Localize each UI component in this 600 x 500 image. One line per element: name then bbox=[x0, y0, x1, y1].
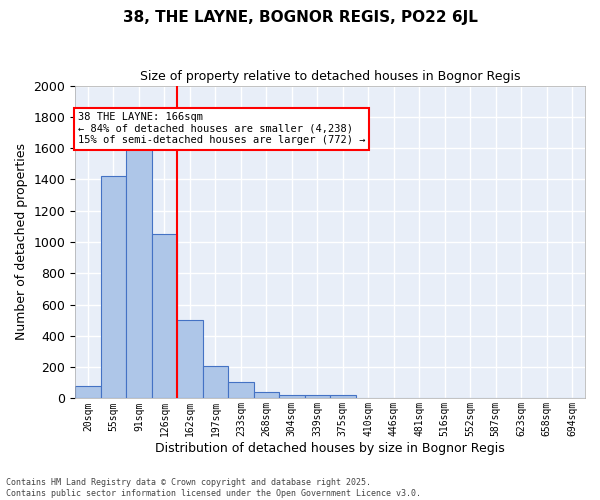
X-axis label: Distribution of detached houses by size in Bognor Regis: Distribution of detached houses by size … bbox=[155, 442, 505, 455]
Bar bbox=[254, 392, 279, 398]
Bar bbox=[279, 394, 305, 398]
Text: Contains HM Land Registry data © Crown copyright and database right 2025.
Contai: Contains HM Land Registry data © Crown c… bbox=[6, 478, 421, 498]
Bar bbox=[203, 366, 228, 398]
Text: 38 THE LAYNE: 166sqm
← 84% of detached houses are smaller (4,238)
15% of semi-de: 38 THE LAYNE: 166sqm ← 84% of detached h… bbox=[78, 112, 365, 146]
Bar bbox=[152, 234, 177, 398]
Y-axis label: Number of detached properties: Number of detached properties bbox=[15, 144, 28, 340]
Bar bbox=[228, 382, 254, 398]
Text: 38, THE LAYNE, BOGNOR REGIS, PO22 6JL: 38, THE LAYNE, BOGNOR REGIS, PO22 6JL bbox=[122, 10, 478, 25]
Bar bbox=[101, 176, 126, 398]
Bar bbox=[75, 386, 101, 398]
Bar bbox=[330, 396, 356, 398]
Bar bbox=[177, 320, 203, 398]
Bar bbox=[305, 396, 330, 398]
Bar bbox=[126, 146, 152, 398]
Title: Size of property relative to detached houses in Bognor Regis: Size of property relative to detached ho… bbox=[140, 70, 520, 83]
